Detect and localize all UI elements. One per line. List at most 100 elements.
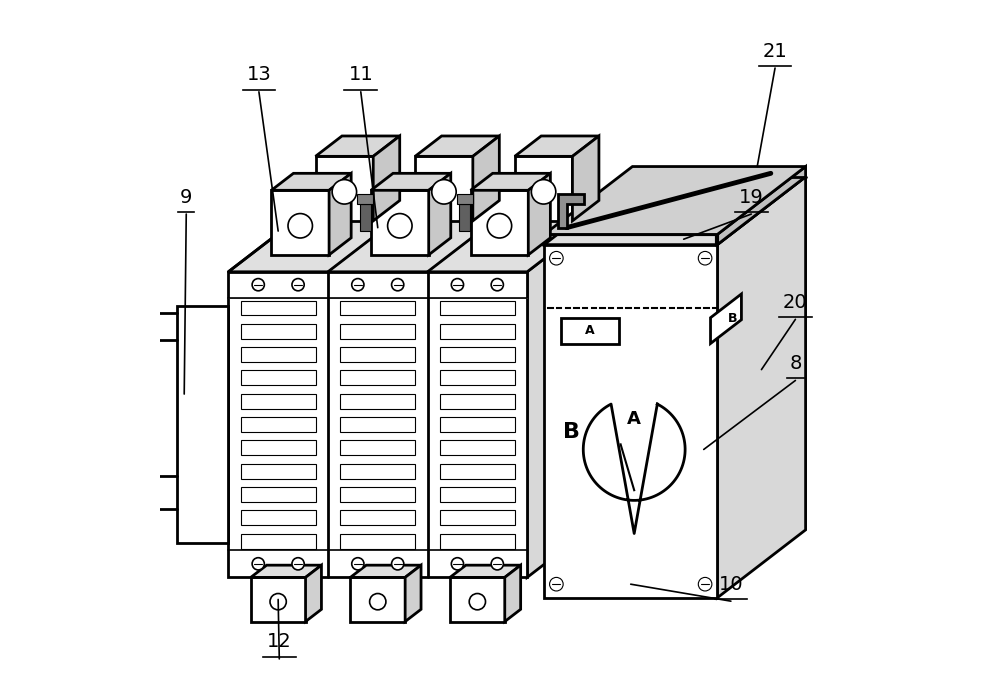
Polygon shape: [561, 317, 619, 344]
Text: 10: 10: [719, 574, 743, 594]
Polygon shape: [717, 177, 806, 598]
Polygon shape: [405, 565, 421, 622]
Circle shape: [388, 213, 412, 238]
Polygon shape: [340, 394, 415, 409]
Polygon shape: [505, 565, 521, 622]
Polygon shape: [440, 371, 515, 385]
Circle shape: [352, 279, 364, 291]
Circle shape: [487, 213, 512, 238]
Text: 21: 21: [763, 42, 787, 60]
Polygon shape: [371, 173, 451, 191]
Polygon shape: [440, 487, 515, 502]
Polygon shape: [340, 464, 415, 479]
Polygon shape: [340, 324, 415, 339]
Polygon shape: [316, 157, 373, 221]
Polygon shape: [251, 565, 321, 577]
Polygon shape: [544, 177, 806, 245]
Polygon shape: [471, 191, 528, 255]
Polygon shape: [528, 173, 550, 255]
Polygon shape: [515, 157, 572, 221]
Polygon shape: [711, 294, 741, 344]
Polygon shape: [329, 173, 351, 255]
Polygon shape: [628, 216, 640, 221]
Polygon shape: [652, 216, 664, 221]
Polygon shape: [371, 191, 429, 255]
Polygon shape: [241, 394, 316, 409]
Circle shape: [698, 577, 712, 591]
Polygon shape: [373, 136, 400, 221]
Polygon shape: [316, 136, 400, 157]
Polygon shape: [544, 245, 717, 598]
Polygon shape: [241, 464, 316, 479]
Polygon shape: [675, 216, 688, 221]
Polygon shape: [228, 272, 527, 577]
Circle shape: [270, 593, 286, 610]
Text: A: A: [585, 324, 595, 337]
Circle shape: [432, 179, 456, 204]
Polygon shape: [544, 166, 806, 234]
Polygon shape: [241, 417, 316, 432]
Text: B: B: [728, 313, 738, 325]
Polygon shape: [306, 565, 321, 622]
Polygon shape: [450, 565, 521, 577]
Polygon shape: [340, 371, 415, 385]
Text: 19: 19: [739, 188, 764, 207]
Polygon shape: [340, 487, 415, 502]
Polygon shape: [440, 347, 515, 362]
Polygon shape: [717, 166, 806, 245]
Text: 8: 8: [789, 354, 802, 373]
Polygon shape: [340, 347, 415, 362]
Circle shape: [292, 558, 304, 570]
Polygon shape: [228, 204, 615, 272]
Polygon shape: [440, 417, 515, 432]
Circle shape: [288, 213, 312, 238]
Polygon shape: [415, 157, 473, 221]
Polygon shape: [271, 191, 329, 255]
Circle shape: [451, 558, 464, 570]
Polygon shape: [440, 394, 515, 409]
Polygon shape: [241, 347, 316, 362]
Polygon shape: [457, 194, 473, 204]
Polygon shape: [350, 577, 405, 622]
Circle shape: [252, 279, 264, 291]
Polygon shape: [440, 324, 515, 339]
Polygon shape: [592, 216, 605, 221]
Polygon shape: [471, 173, 550, 191]
Polygon shape: [711, 216, 723, 221]
Polygon shape: [428, 204, 516, 272]
Polygon shape: [340, 534, 415, 549]
Polygon shape: [251, 577, 306, 622]
Polygon shape: [241, 301, 316, 315]
Polygon shape: [616, 216, 628, 221]
Polygon shape: [723, 216, 735, 221]
Polygon shape: [558, 194, 584, 228]
Polygon shape: [241, 371, 316, 385]
Polygon shape: [177, 306, 228, 543]
Polygon shape: [241, 487, 316, 502]
Polygon shape: [357, 194, 373, 204]
Polygon shape: [241, 441, 316, 455]
Polygon shape: [440, 441, 515, 455]
Polygon shape: [241, 324, 316, 339]
Polygon shape: [429, 173, 451, 255]
Text: 12: 12: [267, 633, 292, 651]
Polygon shape: [360, 204, 371, 231]
Circle shape: [332, 179, 357, 204]
Circle shape: [292, 279, 304, 291]
Text: 9: 9: [180, 188, 192, 207]
Polygon shape: [271, 173, 351, 191]
Polygon shape: [459, 204, 470, 231]
Circle shape: [252, 558, 264, 570]
Circle shape: [392, 279, 404, 291]
Polygon shape: [687, 216, 699, 221]
Polygon shape: [604, 216, 616, 221]
Circle shape: [370, 593, 386, 610]
Polygon shape: [440, 510, 515, 525]
Polygon shape: [450, 577, 505, 622]
Circle shape: [550, 577, 563, 591]
Text: 13: 13: [247, 65, 271, 85]
Circle shape: [491, 279, 503, 291]
Polygon shape: [473, 136, 499, 221]
Circle shape: [550, 252, 563, 265]
Circle shape: [352, 558, 364, 570]
